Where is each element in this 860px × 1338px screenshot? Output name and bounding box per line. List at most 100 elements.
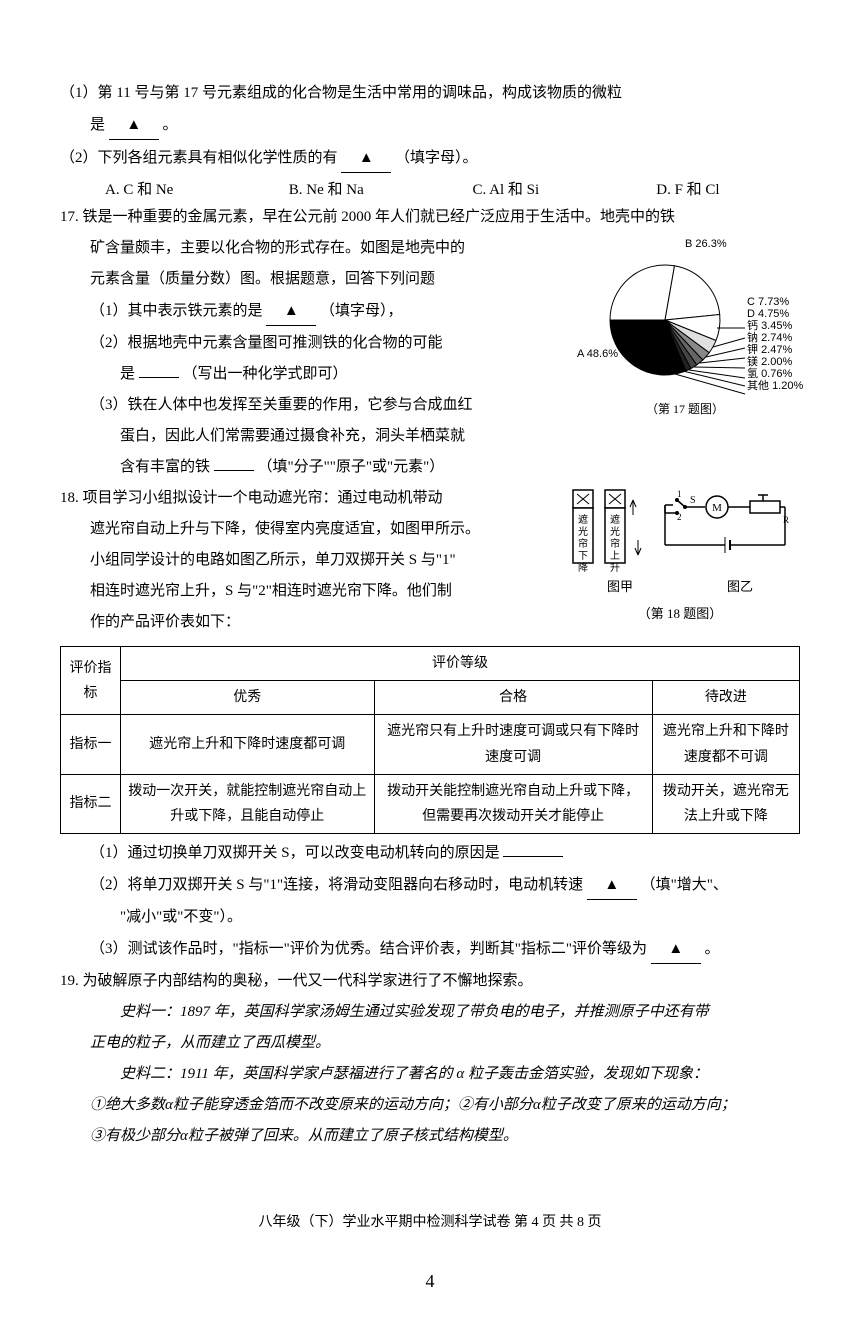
- th-improve: 待改进: [652, 681, 799, 715]
- svg-text:上: 上: [610, 550, 620, 562]
- q18-text-column: 18. 项目学习小组拟设计一个电动遮光帘：通过电动机带动 遮光帘自动上升与下降，…: [60, 485, 560, 640]
- svg-text:帘: 帘: [610, 537, 620, 550]
- q19-s1a: 史料一：1897 年，英国科学家汤姆生通过实验发现了带负电的电子，并推测原子中还…: [60, 999, 800, 1026]
- q19-l1: 19. 为破解原子内部结构的奥秘，一代又一代科学家进行了不懈地探索。: [60, 968, 800, 995]
- cell: 拨动开关，遮光帘无法上升或下降: [652, 774, 799, 833]
- th-pass: 合格: [374, 681, 652, 715]
- cell: 指标二: [61, 774, 121, 833]
- cell: 遮光帘上升和下降时速度都不可调: [652, 715, 799, 774]
- q18-p1: （1）通过切换单刀双掷开关 S，可以改变电动机转向的原因是: [60, 840, 800, 867]
- q17-l2: 矿含量颇丰，主要以化合物的形式存在。如图是地壳中的: [60, 235, 570, 262]
- q17-p3c: 含有丰富的铁 （填"分子""原子"或"元素"）: [60, 454, 570, 481]
- svg-text:下: 下: [578, 551, 588, 562]
- svg-text:升: 升: [610, 562, 620, 574]
- q18-p3: （3）测试该作品时，"指标一"评价为优秀。结合评价表，判断其"指标二"评价等级为…: [60, 935, 800, 964]
- svg-text:光: 光: [610, 525, 620, 538]
- text: （填字母）。: [395, 150, 478, 166]
- page-footer: 八年级（下）学业水平期中检测科学试卷 第 4 页 共 8 页: [60, 1210, 800, 1235]
- cell: 遮光帘上升和下降时速度都可调: [121, 715, 375, 774]
- q17-text-column: 矿含量颇丰，主要以化合物的形式存在。如图是地壳中的 元素含量（质量分数）图。根据…: [60, 235, 570, 485]
- pie-label-b: B 26.3%: [685, 235, 727, 255]
- opt-c: C. Al 和 Si: [473, 177, 617, 204]
- opt-a: A. C 和 Ne: [105, 177, 249, 204]
- evaluation-table: 评价指标 评价等级 优秀 合格 待改进 指标一 遮光帘上升和下降时速度都可调 遮…: [60, 646, 800, 834]
- blank: [139, 377, 179, 378]
- text: （填字母），: [320, 303, 403, 319]
- q17-p3b: 蛋白，因此人们常需要通过摄食补充，洞头羊栖菜就: [60, 423, 570, 450]
- text: （1）通过切换单刀双掷开关 S，可以改变电动机转向的原因是: [90, 845, 500, 861]
- cell: 遮光帘只有上升时速度可调或只有下降时速度可调: [374, 715, 652, 774]
- text: （1）第 11 号与第 17 号元素组成的化合物是生活中常用的调味品，构成该物质…: [60, 85, 622, 101]
- q17-row: 矿含量颇丰，主要以化合物的形式存在。如图是地壳中的 元素含量（质量分数）图。根据…: [60, 235, 800, 485]
- blank: ▲: [109, 111, 159, 140]
- text: （写出一种化学式即可）: [183, 366, 348, 382]
- text: （1）其中表示铁元素的是: [90, 303, 263, 319]
- q16-options: A. C 和 Ne B. Ne 和 Na C. Al 和 Si D. F 和 C…: [60, 177, 800, 204]
- q18-l5: 作的产品评价表如下：: [60, 609, 560, 636]
- q17-figure-column: B 26.3% A 48.6% C 7.73% D 4.75% 钙 3.45% …: [570, 235, 800, 485]
- svg-text:1: 1: [677, 489, 682, 499]
- text: （2）下列各组元素具有相似化学性质的有: [60, 150, 338, 166]
- qnum: 17.: [60, 209, 79, 225]
- q17-intro: 17. 铁是一种重要的金属元素，早在公元前 2000 年人们就已经广泛应用于生活…: [60, 204, 800, 231]
- blank: ▲: [587, 871, 637, 900]
- text: 铁是一种重要的金属元素，早在公元前 2000 年人们就已经广泛应用于生活中。地壳…: [83, 209, 676, 225]
- blank: [214, 470, 254, 471]
- q18-subcaps: 图甲 图乙: [560, 575, 800, 598]
- fig-jia: 遮 光 帘 下 降 遮 光 帘 上 升: [565, 485, 645, 575]
- opt-b: B. Ne 和 Na: [289, 177, 433, 204]
- svg-text:M: M: [712, 502, 722, 514]
- text: 项目学习小组拟设计一个电动遮光帘：通过电动机带动: [83, 490, 443, 506]
- svg-text:R: R: [783, 515, 789, 525]
- blank: ▲: [651, 935, 701, 964]
- table-row: 评价指标 评价等级: [61, 647, 800, 681]
- pie-label-j: 其他 1.20%: [747, 377, 803, 397]
- circuit-diagram: 遮 光 帘 下 降 遮 光 帘 上 升 1 2: [560, 485, 800, 575]
- text: 。: [163, 117, 178, 133]
- cell: 拨动开关能控制遮光帘自动上升或下降，但需要再次拨动开关才能停止: [374, 774, 652, 833]
- svg-text:降: 降: [578, 561, 588, 574]
- blank: [503, 856, 563, 857]
- q19-s1b: 正电的粒子，从而建立了西瓜模型。: [60, 1030, 800, 1057]
- cell: 拨动一次开关，就能控制遮光帘自动上升或下降，且能自动停止: [121, 774, 375, 833]
- q16-p1-line2: 是 ▲ 。: [60, 111, 800, 140]
- table-row: 优秀 合格 待改进: [61, 681, 800, 715]
- svg-text:遮: 遮: [578, 513, 588, 526]
- th-indicator: 评价指标: [61, 647, 121, 715]
- q17-p1: （1）其中表示铁元素的是 ▲ （填字母），: [60, 297, 570, 326]
- page-number: 4: [60, 1265, 800, 1297]
- svg-text:遮: 遮: [610, 513, 620, 526]
- th-level: 评价等级: [121, 647, 800, 681]
- q16-p1-line1: （1）第 11 号与第 17 号元素组成的化合物是生活中常用的调味品，构成该物质…: [60, 80, 800, 107]
- text: 是: [90, 117, 105, 133]
- q18-l1: 18. 项目学习小组拟设计一个电动遮光帘：通过电动机带动: [60, 485, 560, 512]
- table-row: 指标一 遮光帘上升和下降时速度都可调 遮光帘只有上升时速度可调或只有下降时速度可…: [61, 715, 800, 774]
- q19-s2a: 史料二：1911 年，英国科学家卢瑟福进行了著名的 α 粒子轰击金箔实验，发现如…: [60, 1061, 800, 1088]
- cell: 指标一: [61, 715, 121, 774]
- q17-figure-caption: （第 17 题图）: [570, 399, 800, 421]
- q18-figure-caption: （第 18 题图）: [560, 602, 800, 625]
- q18-figure-column: 遮 光 帘 下 降 遮 光 帘 上 升 1 2: [560, 485, 800, 640]
- q17-p2a: （2）根据地壳中元素含量图可推测铁的化合物的可能: [60, 330, 570, 357]
- q18-l2: 遮光帘自动上升与下降，使得室内亮度适宜，如图甲所示。: [60, 516, 560, 543]
- th-excellent: 优秀: [121, 681, 375, 715]
- text: 是: [120, 366, 135, 382]
- q18-p2: （2）将单刀双掷开关 S 与"1"连接，将滑动变阻器向右移动时，电动机转速 ▲ …: [60, 871, 800, 900]
- text: 。: [705, 941, 720, 957]
- q18-l3: 小组同学设计的电路如图乙所示，单刀双掷开关 S 与"1": [60, 547, 560, 574]
- text: 为破解原子内部结构的奥秘，一代又一代科学家进行了不懈地探索。: [83, 973, 533, 989]
- q17-p3a: （3）铁在人体中也发挥至关重要的作用，它参与合成血红: [60, 392, 570, 419]
- q18-l4: 相连时遮光帘上升，S 与"2"相连时遮光帘下降。他们制: [60, 578, 560, 605]
- figcap-b: 图乙: [727, 575, 753, 598]
- svg-text:帘: 帘: [578, 537, 588, 550]
- text: （填"分子""原子"或"元素"）: [258, 459, 445, 475]
- text: （填"增大"、: [641, 877, 728, 893]
- qnum: 18.: [60, 490, 79, 506]
- q19-s2b: ①绝大多数α粒子能穿透金箔而不改变原来的运动方向；②有小部分α粒子改变了原来的运…: [60, 1092, 800, 1119]
- svg-text:光: 光: [578, 525, 588, 538]
- pie-label-a: A 48.6%: [577, 345, 618, 365]
- fig-yi: 1 2 S M R: [655, 485, 795, 575]
- q17-l3: 元素含量（质量分数）图。根据题意，回答下列问题: [60, 266, 570, 293]
- blank: ▲: [266, 297, 316, 326]
- svg-text:S: S: [690, 495, 696, 506]
